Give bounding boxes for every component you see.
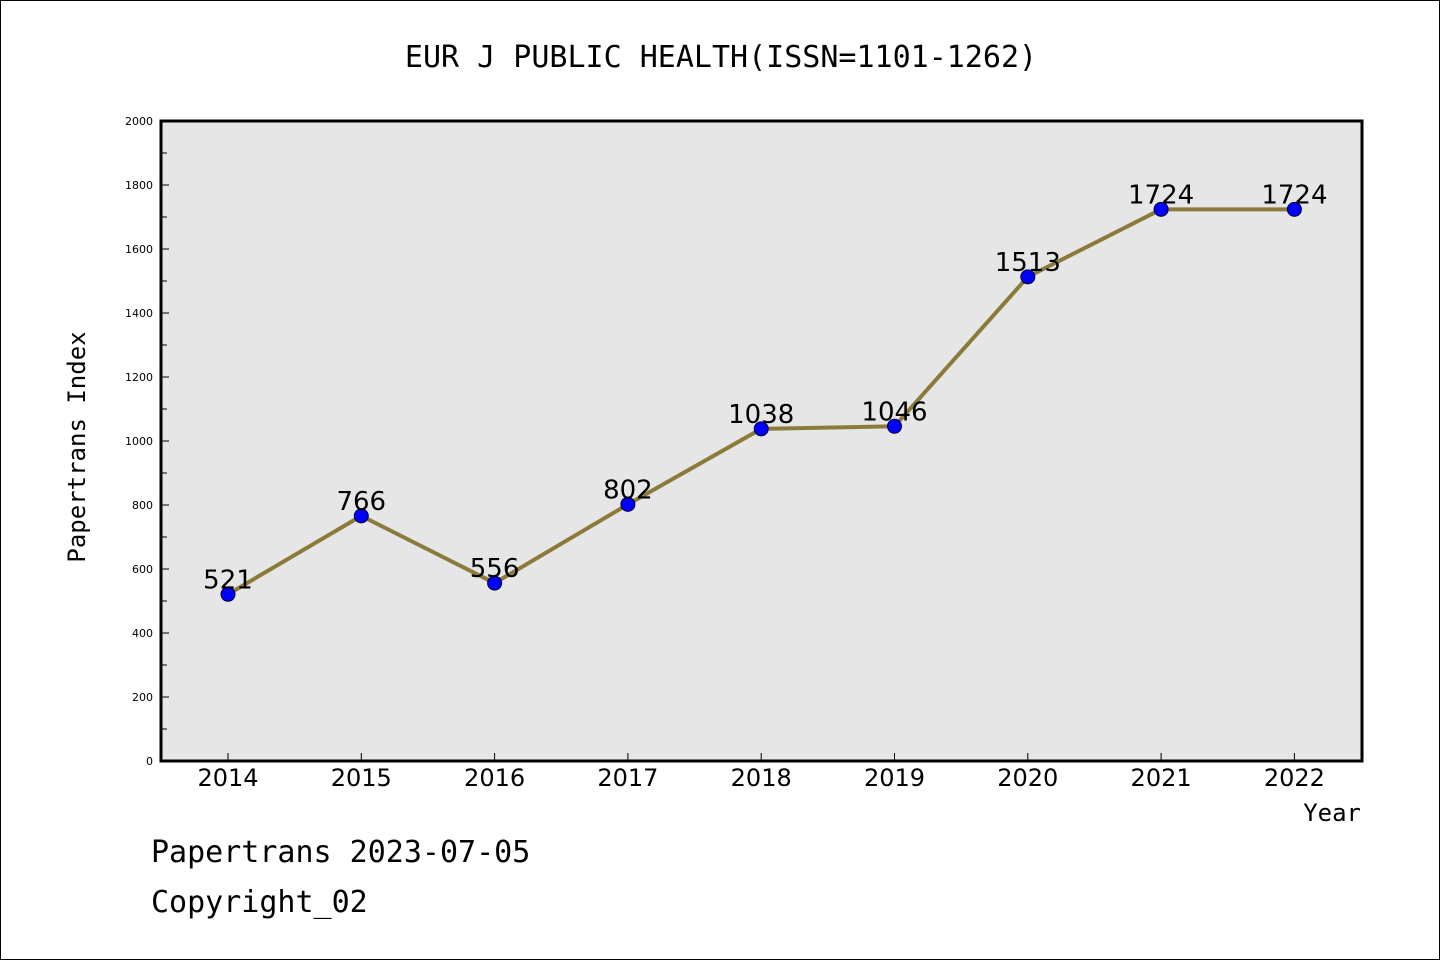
data-point bbox=[1020, 269, 1036, 285]
data-label: 1724 bbox=[1261, 180, 1327, 210]
chart-title: EUR J PUBLIC HEALTH(ISSN=1101-1262) bbox=[405, 40, 1037, 75]
data-point bbox=[1286, 201, 1302, 217]
footer-copyright: Copyright_02 bbox=[151, 885, 368, 920]
y-axis: 0 200 400 600 800 1000 1200 1400 1600 1800 2000 bbox=[125, 115, 169, 768]
data-label: 1513 bbox=[995, 248, 1061, 278]
footer-date: Papertrans 2023-07-05 bbox=[151, 835, 531, 870]
y-tick-label: 1800 bbox=[125, 179, 153, 192]
data-point bbox=[620, 496, 636, 512]
y-tick-label: 400 bbox=[132, 627, 153, 640]
x-tick-label: 2019 bbox=[864, 764, 925, 792]
data-label: 556 bbox=[470, 554, 520, 584]
y-tick-label: 200 bbox=[132, 691, 153, 704]
plot-area bbox=[159, 119, 1364, 763]
y-tick-label: 0 bbox=[146, 755, 153, 768]
y-tick-label: 1400 bbox=[125, 307, 153, 320]
y-axis-label: Papertrans Index bbox=[63, 331, 91, 562]
x-tick-label: 2018 bbox=[731, 764, 792, 792]
x-tick-label: 2021 bbox=[1131, 764, 1192, 792]
data-label: 1724 bbox=[1128, 180, 1194, 210]
x-tick-label: 2016 bbox=[464, 764, 525, 792]
data-label: 1046 bbox=[861, 397, 927, 427]
data-label: 766 bbox=[336, 487, 386, 517]
x-tick-label: 2017 bbox=[597, 764, 658, 792]
x-tick-label: 2014 bbox=[197, 764, 258, 792]
data-label: 1038 bbox=[728, 400, 794, 430]
data-point bbox=[353, 508, 369, 524]
data-label: 521 bbox=[203, 565, 253, 595]
data-labels-layer: 521 766 556 802 1038 1046 1513 1724 1724 bbox=[203, 180, 1327, 595]
data-point bbox=[487, 575, 503, 591]
data-point bbox=[1153, 201, 1169, 217]
x-tick-label: 2015 bbox=[331, 764, 392, 792]
data-point bbox=[753, 421, 769, 437]
series-layer bbox=[220, 201, 1302, 602]
y-tick-label: 1200 bbox=[125, 371, 153, 384]
y-tick-label: 2000 bbox=[125, 115, 153, 128]
y-tick-label: 1600 bbox=[125, 243, 153, 256]
x-tick-label: 2022 bbox=[1264, 764, 1325, 792]
y-tick-label: 1000 bbox=[125, 435, 153, 448]
x-tick-label: 2020 bbox=[997, 764, 1058, 792]
x-axis: 2014 2015 2016 2017 2018 2019 2020 2021 2022 bbox=[197, 753, 1325, 792]
data-point bbox=[220, 586, 236, 602]
y-tick-label: 600 bbox=[132, 563, 153, 576]
y-tick-label: 800 bbox=[132, 499, 153, 512]
x-axis-label: Year bbox=[1303, 799, 1361, 827]
data-label: 802 bbox=[603, 475, 653, 505]
data-point bbox=[887, 418, 902, 434]
